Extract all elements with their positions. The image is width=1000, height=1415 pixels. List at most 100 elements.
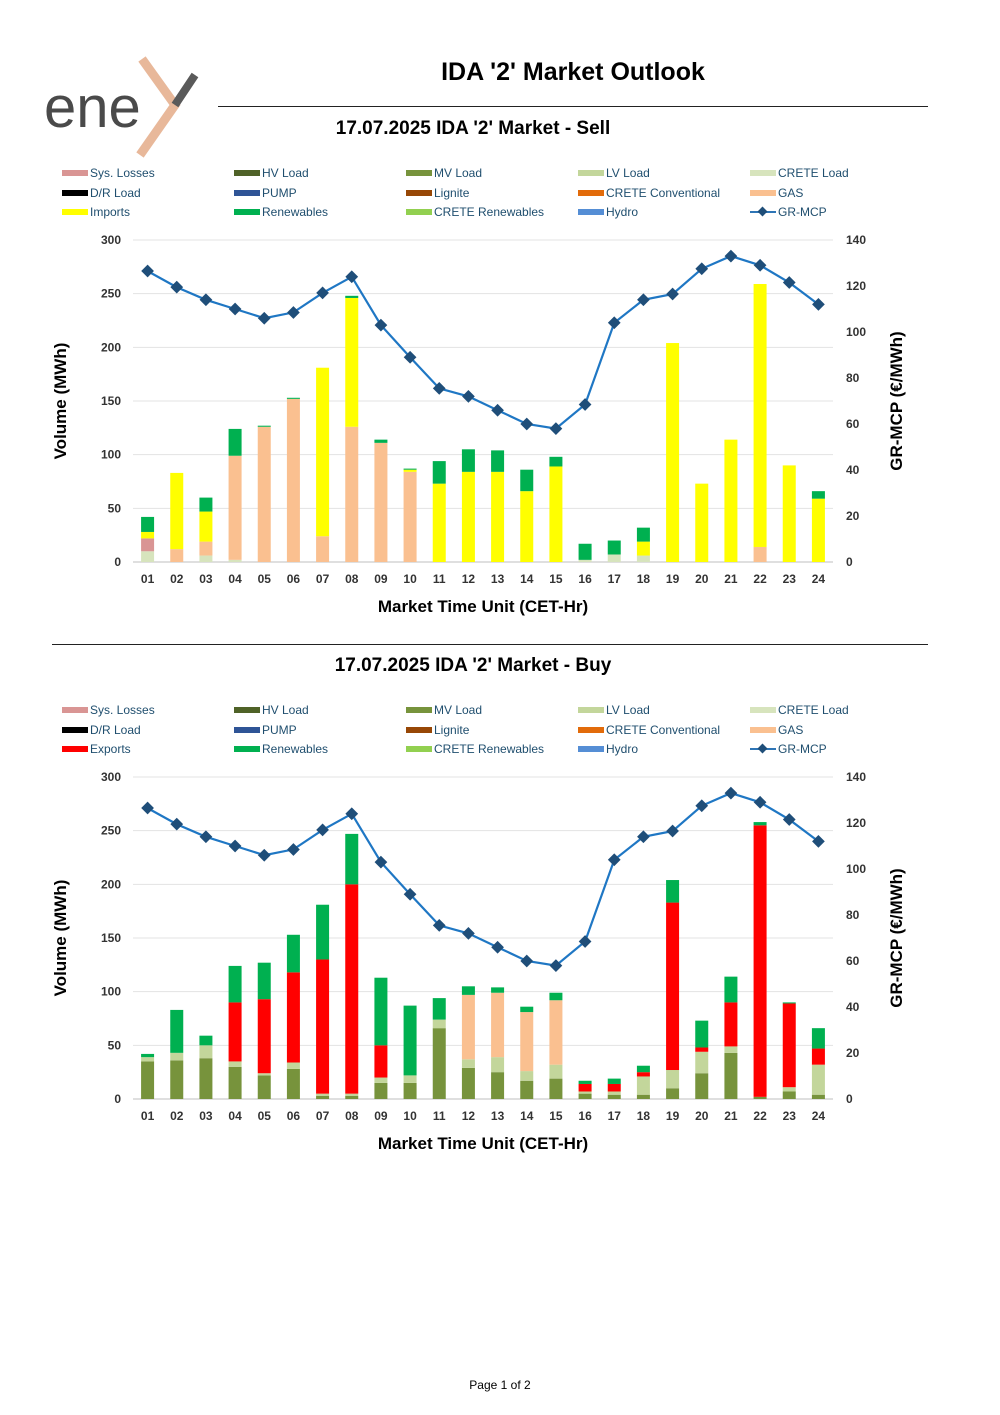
logo-text: ene: [44, 75, 141, 140]
bar-imports: [432, 483, 446, 562]
y-tick-label: 100: [101, 448, 121, 462]
y-tick-label: 300: [101, 233, 121, 247]
bar-exports: [782, 1003, 796, 1088]
legend-label: CRETE Conventional: [606, 722, 721, 737]
x-tick-label: 09: [374, 572, 388, 586]
gr-mcp-marker: [141, 801, 154, 815]
legend-label: Sys. Losses: [90, 166, 155, 180]
legend-swatch: [234, 170, 260, 176]
y2-tick-label: 100: [846, 862, 866, 876]
bar-lv-load: [199, 1045, 213, 1059]
legend-item-imports: Imports: [62, 205, 130, 219]
legend-swatch: [578, 209, 604, 215]
buy-chart: 17.07.2025 IDA '2' Market - Buy Sys. Los…: [40, 655, 940, 1155]
bar-imports: [636, 541, 650, 556]
legend-swatch: [750, 744, 776, 754]
bar-mv-load: [636, 1094, 650, 1099]
x-tick-label: 17: [608, 1109, 622, 1123]
bar-lv-load: [724, 1046, 738, 1053]
x-tick-label: 19: [666, 1109, 680, 1123]
bar-lv-load: [141, 1057, 155, 1062]
bar-lv-load: [549, 1064, 563, 1079]
y-tick-label: 150: [101, 394, 121, 408]
legend-item-gas: GAS: [750, 186, 803, 200]
bar-renewables: [374, 439, 388, 443]
x-tick-label: 17: [608, 572, 622, 586]
x-tick-label: 21: [724, 572, 738, 586]
x-tick-label: 08: [345, 572, 359, 586]
legend-label: CRETE Conventional: [606, 185, 721, 200]
x-tick-label: 01: [141, 572, 155, 586]
bar-imports: [753, 284, 767, 547]
bar-gas: [286, 398, 300, 562]
y-tick-label: 50: [108, 501, 122, 515]
gr-mcp-line: [147, 254, 820, 430]
gr-mcp-marker: [432, 918, 446, 932]
y-tick-label: 300: [101, 770, 121, 784]
legend-item-mv-load: MV Load: [406, 166, 482, 180]
bar-mv-load: [666, 1088, 680, 1099]
bar-crete-load: [199, 555, 213, 562]
legend-label: CRETE Load: [778, 703, 849, 717]
x-tick-label: 24: [812, 1109, 826, 1123]
bar-imports: [520, 491, 534, 562]
x-axis-title: Market Time Unit (CET-Hr): [378, 597, 588, 616]
legend-item-sys-losses: Sys. Losses: [62, 166, 155, 180]
bar-imports: [666, 343, 680, 562]
bar-mv-load: [491, 1072, 505, 1099]
gr-mcp-marker: [520, 954, 534, 968]
legend-swatch: [62, 170, 88, 176]
legend-swatch: [234, 726, 260, 733]
y2-tick-label: 140: [846, 770, 866, 784]
legend-item-gas: GAS: [750, 723, 803, 737]
bar-imports: [170, 472, 184, 550]
bar-lv-load: [782, 1087, 796, 1092]
bar-lv-load: [666, 1070, 680, 1089]
x-tick-label: 19: [666, 572, 680, 586]
legend-swatch: [578, 726, 604, 733]
bar-imports: [141, 531, 155, 539]
legend-swatch: [750, 189, 776, 196]
bar-lv-load: [170, 1052, 184, 1061]
x-tick-label: 20: [695, 572, 709, 586]
gr-mcp-marker: [287, 306, 300, 319]
bar-mv-load: [461, 1067, 475, 1099]
gr-mcp-marker: [491, 403, 504, 417]
y-tick-label: 0: [114, 1092, 121, 1106]
bar-renewables: [520, 469, 534, 492]
x-tick-label: 23: [783, 572, 797, 586]
legend-swatch: [62, 209, 88, 215]
legend-swatch: [62, 189, 88, 196]
legend-label: Lignite: [434, 185, 470, 200]
legend-item-crete-conventional: CRETE Conventional: [578, 186, 720, 200]
legend-label: CRETE Renewables: [434, 742, 545, 756]
legend-item-crete-renewables: CRETE Renewables: [406, 205, 544, 219]
bar-gas: [403, 471, 417, 562]
bar-exports: [316, 959, 330, 1094]
x-tick-label: 22: [753, 572, 767, 586]
y2-tick-label: 0: [846, 555, 853, 569]
bar-renewables: [520, 1006, 534, 1013]
gr-mcp-marker: [403, 887, 417, 901]
bar-renewables: [257, 425, 271, 427]
y2-tick-label: 120: [846, 816, 866, 830]
bar-gas: [491, 992, 505, 1058]
bar-crete-load: [636, 555, 650, 562]
bar-exports: [345, 884, 359, 1094]
legend-swatch: [750, 707, 776, 713]
bar-renewables: [491, 450, 505, 472]
bar-exports: [578, 1083, 592, 1092]
bar-exports: [374, 1045, 388, 1078]
y-tick-label: 100: [101, 985, 121, 999]
bar-lv-load: [257, 1073, 271, 1076]
bar-imports: [695, 483, 709, 562]
x-tick-label: 16: [578, 1109, 592, 1123]
gr-mcp-marker: [287, 843, 300, 856]
x-tick-label: 22: [753, 1109, 767, 1123]
bar-lv-load: [811, 1064, 825, 1095]
legend-swatch: [406, 707, 432, 713]
y-tick-label: 0: [114, 555, 121, 569]
bar-mv-load: [141, 1061, 155, 1099]
y-axis-title: Volume (MWh): [51, 880, 70, 997]
y-tick-label: 200: [101, 340, 121, 354]
